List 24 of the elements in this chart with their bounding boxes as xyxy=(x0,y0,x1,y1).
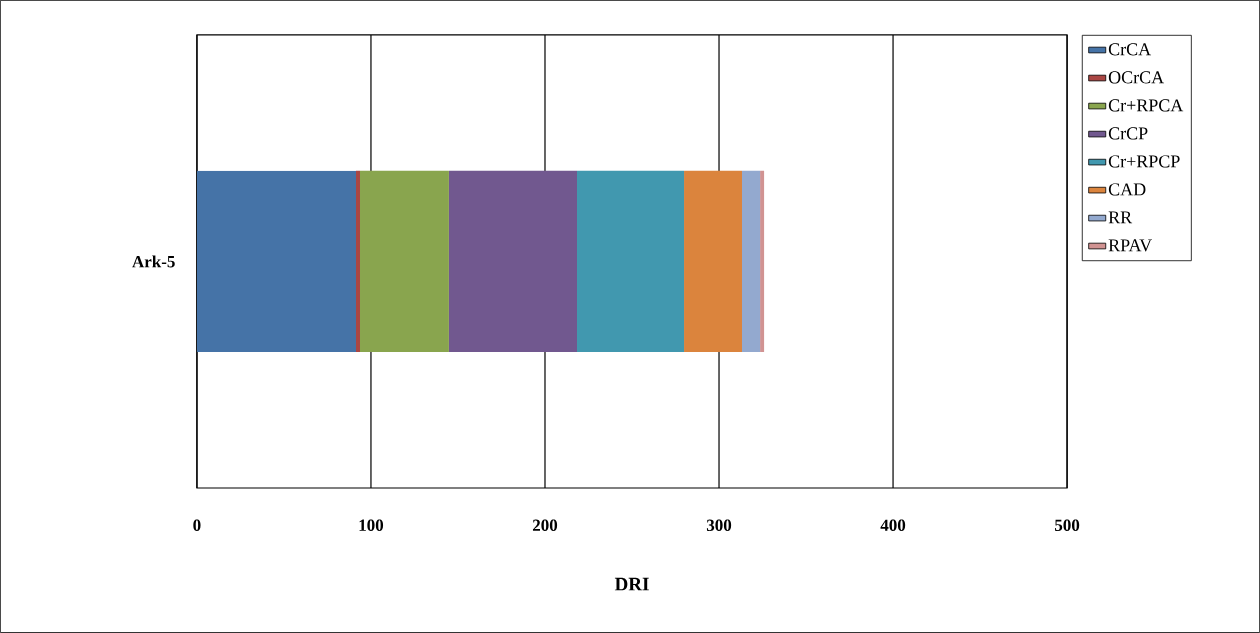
legend-label: OCrCA xyxy=(1108,71,1165,84)
x-tick-label: 200 xyxy=(532,519,558,532)
x-axis-title: DRI xyxy=(614,577,649,591)
legend-label: CrCP xyxy=(1108,127,1148,140)
x-tick-label: 500 xyxy=(1055,519,1080,532)
bar xyxy=(360,170,449,353)
bar xyxy=(684,170,742,353)
legend-label: RPAV xyxy=(1108,239,1152,252)
x-tick-label: 400 xyxy=(880,519,906,532)
x-tick-label: 0 xyxy=(193,519,201,532)
legend-label: RR xyxy=(1108,211,1133,224)
bar xyxy=(448,170,578,353)
bar xyxy=(741,170,761,353)
legend-label: CrCA xyxy=(1108,43,1152,56)
bar xyxy=(760,170,765,353)
bar xyxy=(577,170,685,353)
bar xyxy=(356,170,360,353)
legend-label: Cr+RPCA xyxy=(1108,99,1184,112)
legend-label: Cr+RPCP xyxy=(1108,155,1180,168)
x-tick-label: 300 xyxy=(706,519,732,532)
bar xyxy=(196,170,356,353)
x-tick-label: 100 xyxy=(359,519,384,532)
y-tick-label: Ark-5 xyxy=(132,255,175,268)
legend-label: CAD xyxy=(1108,183,1146,196)
